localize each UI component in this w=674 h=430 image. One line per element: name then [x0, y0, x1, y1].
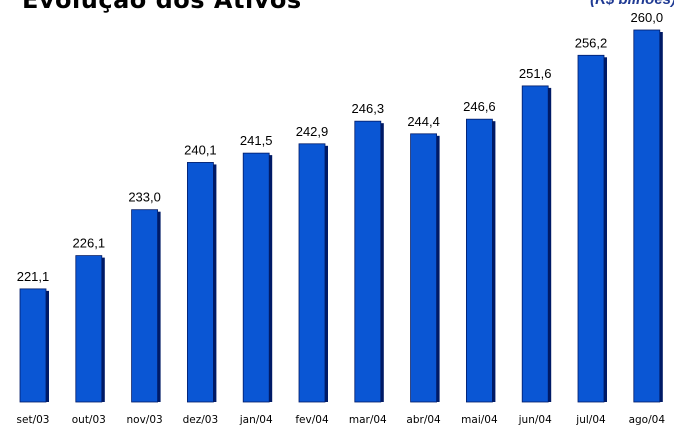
value-label: 241,5	[240, 133, 273, 148]
bar-mai/04	[465, 118, 493, 403]
bar-shadow-jul/04	[604, 57, 607, 402]
value-label: 242,9	[296, 124, 329, 139]
unit-label: (R$ bilhões)	[590, 0, 674, 8]
bar-jul/04	[577, 54, 605, 403]
bar-out/03	[75, 255, 103, 403]
value-label: 226,1	[73, 236, 106, 251]
category-label: jan/04	[239, 414, 273, 426]
category-label: out/03	[72, 414, 106, 426]
value-label: 246,3	[352, 101, 385, 116]
category-label: set/03	[17, 414, 50, 426]
bar-shadow-nov/03	[157, 211, 161, 402]
value-label: 221,1	[17, 269, 50, 284]
category-labels-group: set/03 out/03 nov/03 dez/03 jan/04 fev/04 mar/…	[17, 414, 666, 426]
value-label: 260,0	[631, 10, 664, 25]
value-label: 256,2	[575, 35, 608, 50]
bar-shadow-fev/04	[325, 145, 328, 402]
bar-abr/04	[410, 133, 438, 403]
bar-set/03	[19, 288, 47, 403]
category-label: mai/04	[461, 414, 498, 426]
chart-title: Evolução dos Ativos	[22, 0, 302, 14]
bar-shadow-out/03	[101, 257, 105, 402]
value-labels-group: 221,1 226,1 233,0 240,1 241,5 242,9 246,3 244,4…	[17, 10, 663, 284]
value-label: 240,1	[184, 142, 217, 157]
bar-shadow-mar/04	[380, 123, 384, 403]
category-label: fev/04	[295, 414, 329, 426]
bar-shadow-abr/04	[436, 135, 440, 402]
bar-shadow-mai/04	[492, 121, 496, 402]
category-label: jun/04	[518, 414, 552, 426]
bar-dez/03	[186, 162, 214, 403]
value-label: 246,6	[463, 99, 496, 114]
category-label: dez/03	[183, 414, 219, 426]
bar-shadow-ago/04	[659, 32, 663, 402]
bar-jun/04	[521, 85, 549, 403]
bar-nov/03	[131, 209, 159, 403]
bar-shadow-jun/04	[548, 87, 552, 402]
category-label: ago/04	[629, 414, 666, 426]
bar-ago/04	[633, 29, 661, 403]
value-label: 233,0	[128, 190, 161, 205]
category-label: mar/04	[349, 414, 387, 426]
bar-shadow-jan/04	[269, 155, 273, 402]
bar-shadow-dez/03	[213, 164, 217, 402]
bar-shadow-set/03	[46, 290, 49, 402]
category-label: abr/04	[406, 414, 441, 426]
bar-fev/04	[298, 143, 326, 403]
category-label: jul/04	[575, 414, 606, 426]
bar-jan/04	[242, 152, 270, 403]
value-label: 244,4	[407, 114, 440, 129]
value-label: 251,6	[519, 66, 552, 81]
bar-mar/04	[354, 120, 382, 403]
category-label: nov/03	[126, 414, 162, 426]
bars-group	[19, 29, 663, 403]
